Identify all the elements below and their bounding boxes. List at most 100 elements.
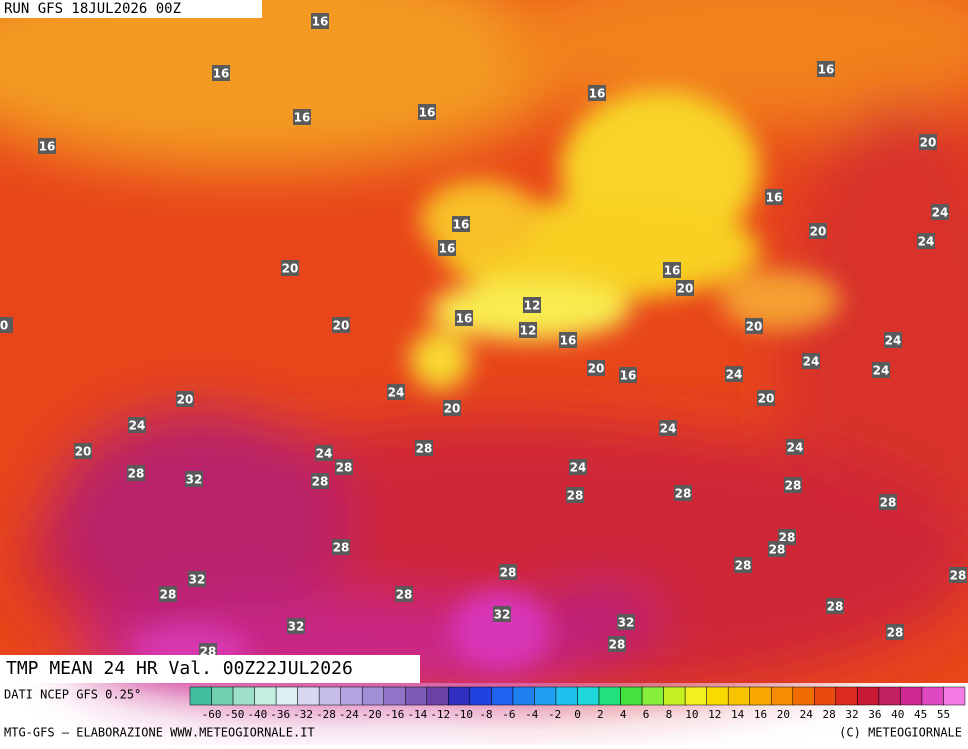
contour-label-text: 28 — [312, 475, 329, 489]
colorbar-label: 12 — [708, 708, 721, 721]
contour-label-box — [663, 262, 681, 278]
contour-label: 28 — [127, 465, 145, 481]
source-label: DATI NCEP GFS 0.25° — [4, 688, 141, 702]
contour-label-text: 32 — [288, 620, 305, 634]
contour-label-box — [493, 606, 511, 622]
colorbar-label: -16 — [385, 708, 405, 721]
contour-label: 24 — [802, 353, 820, 369]
colorbar-label: -6 — [502, 708, 515, 721]
colorbar-label: -12 — [430, 708, 450, 721]
contour-label-box — [185, 471, 203, 487]
contour-label: 12 — [519, 322, 537, 338]
contour-label-box — [188, 571, 206, 587]
contour-label-box — [438, 240, 456, 256]
contour-label-text: 24 — [873, 364, 890, 378]
contour-label-box — [176, 391, 194, 407]
colorbar-swatch — [641, 686, 664, 706]
contour-label-text: 28 — [396, 588, 413, 602]
contour-label-box — [725, 366, 743, 382]
contour-label-text: 28 — [887, 626, 904, 640]
colorbar-swatch — [232, 686, 255, 706]
contour-label-box — [499, 564, 517, 580]
colorbar-label: -14 — [407, 708, 427, 721]
contour-label-box — [443, 400, 461, 416]
contour-label-box — [757, 390, 775, 406]
contour-label-box — [38, 138, 56, 154]
map-title: TMP MEAN 24 HR Val. 00Z22JUL2026 — [6, 658, 353, 679]
contour-label: 16 — [559, 332, 577, 348]
contour-label-box — [809, 223, 827, 239]
contour-label-text: 16 — [818, 63, 835, 77]
colorbar-swatch — [211, 686, 234, 706]
contour-label: 24 — [931, 204, 949, 220]
colorbar-swatch — [792, 686, 815, 706]
colorbar-swatch — [684, 686, 707, 706]
contour-label: 16 — [212, 65, 230, 81]
contour-label-box — [287, 618, 305, 634]
contour-label-text: 32 — [189, 573, 206, 587]
contour-label: 16 — [619, 367, 637, 383]
contour-label-box — [127, 465, 145, 481]
contour-label: 16 — [765, 189, 783, 205]
contour-label: 20 — [281, 260, 299, 276]
contour-label-box — [566, 487, 584, 503]
colorbar-swatch — [663, 686, 686, 706]
colorbar-swatch — [512, 686, 535, 706]
contour-label: 20 — [676, 280, 694, 296]
contour-label: 32 — [493, 606, 511, 622]
contour-label: 28 — [826, 598, 844, 614]
colorbar-label: 6 — [643, 708, 650, 721]
contour-label-text: 20 — [75, 445, 92, 459]
colorbar-label: -28 — [316, 708, 336, 721]
run-box — [0, 0, 262, 18]
contour-label: 32 — [185, 471, 203, 487]
contour-label-box — [128, 417, 146, 433]
contour-label-text: 16 — [453, 218, 470, 232]
contour-label: 20 — [443, 400, 461, 416]
contour-label: 12 — [523, 297, 541, 313]
contour-label-box — [786, 439, 804, 455]
contour-label-box — [311, 473, 329, 489]
contour-label: 20 — [757, 390, 775, 406]
contour-label-box — [335, 459, 353, 475]
contour-label: 28 — [332, 539, 350, 555]
contour-label: 20 — [176, 391, 194, 407]
colorbar-swatch — [491, 686, 514, 706]
contour-label-text: 24 — [660, 422, 677, 436]
contour-label: 28 — [674, 485, 692, 501]
colorbar-label: -32 — [293, 708, 313, 721]
colorbar-label: -2 — [548, 708, 561, 721]
copyright-label: (C) METEOGIORNALE — [839, 726, 962, 740]
colorbar-swatch — [900, 686, 923, 706]
contour-label-box — [817, 61, 835, 77]
contour-label: 20 — [332, 317, 350, 333]
colorbar-label: 14 — [731, 708, 745, 721]
contour-label: 20 — [587, 360, 605, 376]
contour-label-text: 24 — [388, 386, 405, 400]
colorbar-label: 0 — [574, 708, 581, 721]
contour-label-text: 12 — [524, 299, 541, 313]
contour-label: 0 — [0, 317, 13, 333]
contour-label-text: 24 — [129, 419, 146, 433]
contour-label-box — [617, 614, 635, 630]
colorbar-label: 4 — [620, 708, 627, 721]
contour-label-text: 28 — [333, 541, 350, 555]
contour-label: 28 — [415, 440, 433, 456]
contour-label-text: 16 — [213, 67, 230, 81]
contour-label: 24 — [786, 439, 804, 455]
contour-label: 16 — [663, 262, 681, 278]
colorbar-label: 16 — [754, 708, 767, 721]
contour-label-box — [826, 598, 844, 614]
contour-label: 28 — [395, 586, 413, 602]
contour-labels: 16 16 16 16 16 16 16 20 16 24 24 20 16 16 20 16 20 12 16 12… — [0, 13, 967, 659]
contour-label: 28 — [608, 636, 626, 652]
contour-label-box — [159, 586, 177, 602]
contour-label: 16 — [588, 85, 606, 101]
contour-label-box — [212, 65, 230, 81]
contour-label-text: 16 — [419, 106, 436, 120]
contour-label-text: 20 — [920, 136, 937, 150]
contour-label-box — [917, 233, 935, 249]
contour-label-text: 28 — [769, 543, 786, 557]
contour-label-box — [519, 322, 537, 338]
colorbar-swatch — [297, 686, 320, 706]
